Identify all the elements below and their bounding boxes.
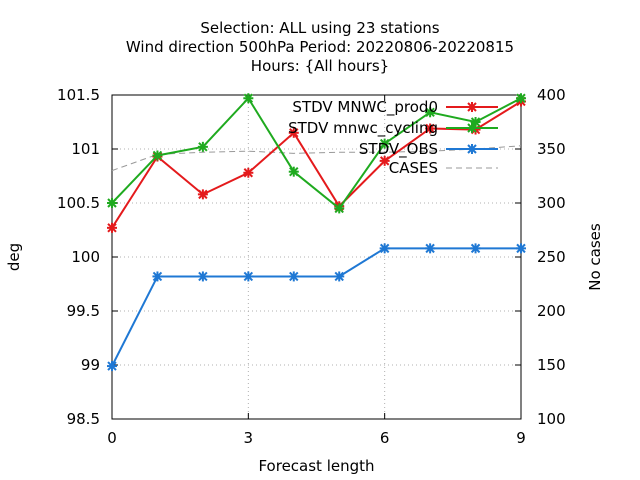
- series-line-cases: [111, 145, 522, 172]
- y2-tick-label: 200: [537, 302, 566, 320]
- y-tick-label: 98.5: [67, 410, 100, 428]
- y-tick-label: 100: [71, 248, 100, 266]
- data-point: [379, 155, 390, 166]
- series-line-2: [111, 247, 521, 367]
- y2-tick-label: 400: [537, 86, 566, 104]
- y-tick-label: 101.5: [57, 86, 100, 104]
- axis-ticks: 98.59999.5100100.5101101.510015020025030…: [57, 86, 566, 447]
- y-tick-label: 99.5: [67, 302, 100, 320]
- data-point: [243, 167, 254, 178]
- x-tick-label: 9: [516, 429, 526, 447]
- x-tick-label: 3: [244, 429, 254, 447]
- title-line: Selection: ALL using 23 stations: [200, 19, 439, 37]
- legend-label: STDV mnwc_cycling: [288, 119, 438, 138]
- legend: STDV MNWC_prod0 STDV mnwc_cycling STDV_OBS…: [288, 98, 498, 177]
- y-axis-label: deg: [5, 243, 23, 271]
- data-point: [425, 243, 436, 254]
- data-point: [379, 243, 390, 254]
- legend-label: CASES: [389, 159, 438, 177]
- y-tick-label: 101: [71, 140, 100, 158]
- data-point: [334, 271, 345, 282]
- y2-tick-label: 150: [537, 356, 566, 374]
- data-point: [470, 243, 481, 254]
- series-line-1: [111, 96, 522, 210]
- data-point: [197, 271, 208, 282]
- data-point: [467, 144, 477, 154]
- title-line: Wind direction 500hPa Period: 20220806-2…: [126, 38, 514, 56]
- y2-axis-label: No cases: [586, 223, 604, 291]
- grid-lines: [112, 95, 521, 419]
- data-point: [516, 243, 526, 254]
- y2-tick-label: 250: [537, 248, 566, 266]
- series-line-0: [111, 100, 522, 229]
- y2-tick-label: 300: [537, 194, 566, 212]
- data-point: [243, 93, 254, 104]
- data-point: [379, 138, 390, 149]
- data-point: [467, 102, 477, 112]
- data-point: [516, 93, 526, 104]
- legend-label: STDV MNWC_prod0: [292, 98, 438, 117]
- x-axis-label: Forecast length: [258, 457, 374, 475]
- data-point: [288, 127, 299, 138]
- data-point: [334, 203, 345, 214]
- legend-label: STDV_OBS: [359, 140, 438, 159]
- data-point: [107, 198, 117, 208]
- data-point: [197, 141, 208, 152]
- data-point: [243, 271, 254, 282]
- data-point: [288, 166, 299, 177]
- y-tick-label: 100.5: [57, 194, 100, 212]
- x-tick-label: 6: [380, 429, 390, 447]
- data-point: [425, 123, 436, 134]
- series-layer: [107, 93, 526, 372]
- y2-tick-label: 100: [537, 410, 566, 428]
- data-point: [152, 271, 163, 282]
- data-point: [152, 150, 163, 161]
- title-line: Hours: {All hours}: [251, 57, 389, 75]
- x-tick-label: 0: [107, 429, 117, 447]
- data-point: [425, 107, 436, 118]
- data-point: [107, 222, 117, 233]
- y2-tick-label: 350: [537, 140, 566, 158]
- data-point: [197, 189, 208, 200]
- data-point: [288, 271, 299, 282]
- y-tick-label: 99: [81, 356, 100, 374]
- data-point: [467, 123, 477, 133]
- data-point: [107, 361, 117, 372]
